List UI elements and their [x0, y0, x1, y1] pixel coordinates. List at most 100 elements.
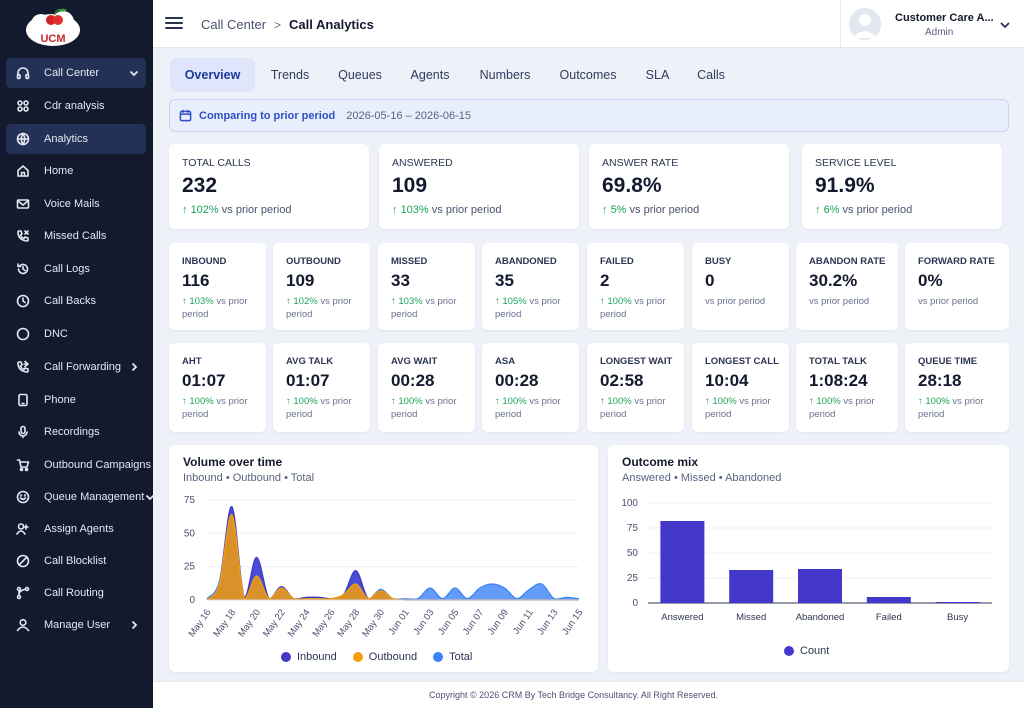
- tab-numbers[interactable]: Numbers: [479, 68, 531, 82]
- bar-answered[interactable]: [660, 521, 705, 603]
- kpi-title: AVG WAIT: [391, 356, 438, 367]
- legend-label: Count: [800, 645, 830, 657]
- kpi-value: 109: [392, 174, 428, 197]
- kpi-value: 00:28: [495, 371, 539, 390]
- avatar[interactable]: [849, 8, 881, 40]
- tab-outcomes[interactable]: Outcomes: [559, 68, 617, 82]
- sidebar-item-voice-mails[interactable]: Voice Mails: [6, 189, 146, 219]
- kpi-value: 01:07: [182, 371, 226, 390]
- tab-queues[interactable]: Queues: [338, 68, 382, 82]
- sidebar-item-missed-calls[interactable]: Missed Calls: [6, 221, 146, 251]
- mail-icon: [16, 197, 30, 211]
- sidebar-item-call-logs[interactable]: Call Logs: [6, 254, 146, 284]
- legend-item-total[interactable]: Total: [433, 651, 472, 663]
- phone-missed-icon: [16, 229, 30, 243]
- sidebar-item-home[interactable]: Home: [6, 156, 146, 186]
- sidebar-item-phone[interactable]: Phone: [6, 385, 146, 415]
- sidebar-item-label: Recordings: [44, 426, 100, 438]
- kpi-card-abandon-rate: ABANDON RATE 30.2% vs prior period: [796, 243, 898, 330]
- breadcrumb-parent[interactable]: Call Center: [201, 17, 267, 32]
- sidebar-item-label: Manage User: [44, 619, 111, 631]
- arrow-up-icon: ↑: [600, 296, 608, 307]
- bar-failed[interactable]: [866, 597, 911, 603]
- legend-item-outbound[interactable]: Outbound: [352, 651, 418, 663]
- footer: Copyright © 2026 CRM By Tech Bridge Cons…: [153, 681, 1024, 708]
- sidebar-item-analytics[interactable]: Analytics: [6, 124, 146, 154]
- sidebar-item-call-forwarding[interactable]: Call Forwarding: [6, 352, 146, 382]
- compare-range: 2026-05-16 – 2026-06-15: [346, 109, 472, 122]
- sidebar-item-assign-agents[interactable]: Assign Agents: [6, 514, 146, 544]
- arrow-up-icon: ↑: [392, 204, 401, 216]
- bar-missed[interactable]: [729, 570, 774, 603]
- kpi-delta: 103%: [398, 296, 423, 307]
- sidebar-item-call-center[interactable]: Call Center: [6, 58, 146, 88]
- sidebar-item-call-backs[interactable]: Call Backs: [6, 286, 146, 316]
- outcome-chart-title: Outcome mix: [622, 455, 699, 469]
- kpi-card-answer-rate: ANSWER RATE 69.8% ↑ 5% vs prior period: [589, 144, 789, 229]
- sidebar-item-label: Home: [44, 165, 74, 177]
- user-menu[interactable]: Customer Care A... Admin: [840, 0, 1024, 48]
- kpi-comparison: vs prior period: [918, 295, 1008, 308]
- arrow-up-icon: ↑: [602, 204, 611, 216]
- sidebar-item-outbound-campaigns[interactable]: Outbound Campaigns: [6, 450, 151, 480]
- sidebar-item-label: Analytics: [44, 133, 89, 145]
- legend-item-inbound[interactable]: Inbound: [281, 651, 337, 663]
- globe-icon: [16, 132, 30, 146]
- legend-label: Outbound: [368, 651, 418, 663]
- bar-abandoned[interactable]: [798, 569, 842, 603]
- kpi-suffix: vs prior period: [221, 204, 292, 216]
- tab-sla[interactable]: SLA: [645, 68, 670, 82]
- compare-label[interactable]: Comparing to prior period: [199, 109, 336, 122]
- tab-calls[interactable]: Calls: [697, 68, 725, 82]
- user-name: Customer Care A...: [895, 12, 994, 24]
- sidebar-item-label: Call Center: [44, 67, 100, 79]
- ucm-logo[interactable]: UCM: [23, 4, 83, 48]
- sidebar-item-call-routing[interactable]: Call Routing: [6, 578, 146, 608]
- sidebar-item-label: Call Forwarding: [44, 361, 122, 373]
- kpi-delta: 6%: [823, 204, 840, 216]
- kpi-title: FORWARD RATE: [918, 256, 995, 267]
- chevron-right-icon[interactable]: [128, 361, 140, 373]
- tab-agents[interactable]: Agents: [410, 68, 450, 82]
- kpi-title: INBOUND: [182, 256, 227, 267]
- sidebar-item-label: Missed Calls: [44, 230, 107, 242]
- kpi-card-outbound: OUTBOUND 109 ↑ 102% vs prior period: [273, 243, 370, 330]
- kpi-delta: 100%: [712, 396, 737, 407]
- sidebar-item-cdr-analysis[interactable]: Cdr analysis: [6, 91, 146, 121]
- x-tick-label: Jun 09: [486, 607, 511, 637]
- chevron-right-icon[interactable]: [128, 619, 140, 631]
- x-tick-label: Jun 07: [461, 607, 486, 637]
- kpi-title: LONGEST WAIT: [600, 356, 673, 367]
- tab-trends[interactable]: Trends: [270, 68, 310, 82]
- volume-chart-card: Volume over time Inbound • Outbound • To…: [169, 445, 598, 672]
- hamburger-menu-icon[interactable]: [165, 14, 185, 34]
- x-tick-label: Answered: [661, 612, 703, 623]
- sidebar-item-queue-management[interactable]: Queue Management: [6, 482, 155, 512]
- kpi-comparison: ↑ 103% vs prior period: [392, 204, 501, 217]
- chevron-down-icon[interactable]: [144, 491, 156, 503]
- tab-overview[interactable]: Overview: [170, 58, 255, 92]
- x-tick-label: May 20: [236, 607, 263, 639]
- kpi-comparison: ↑ 100% vs prior period: [391, 395, 481, 421]
- bar-busy[interactable]: [935, 602, 980, 603]
- kpi-comparison: ↑ 103% vs prior period: [391, 295, 481, 321]
- sidebar-item-recordings[interactable]: Recordings: [6, 417, 146, 447]
- kpi-value: 69.8%: [602, 174, 662, 197]
- kpi-card-total-calls: TOTAL CALLS 232 ↑ 102% vs prior period: [169, 144, 369, 229]
- clock-history-icon: [16, 262, 30, 276]
- sidebar-item-call-blocklist[interactable]: Call Blocklist: [6, 546, 146, 576]
- x-tick-label: May 18: [211, 607, 238, 639]
- kpi-suffix: vs prior period: [495, 296, 561, 320]
- kpi-comparison: ↑ 100% vs prior period: [286, 395, 376, 421]
- kpi-suffix: vs prior period: [705, 296, 766, 307]
- chevron-down-icon[interactable]: [128, 67, 140, 79]
- sidebar-item-manage-user[interactable]: Manage User: [6, 610, 146, 640]
- kpi-comparison: ↑ 105% vs prior period: [495, 295, 585, 321]
- kpi-value: 33: [391, 271, 410, 290]
- y-tick-label: 25: [184, 562, 196, 573]
- chevron-down-icon[interactable]: [998, 18, 1012, 32]
- arrow-up-icon: ↑: [495, 296, 503, 307]
- sidebar-item-dnc[interactable]: DNC: [6, 319, 146, 349]
- kpi-delta: 102%: [190, 204, 219, 216]
- legend-item-count[interactable]: Count: [784, 645, 829, 657]
